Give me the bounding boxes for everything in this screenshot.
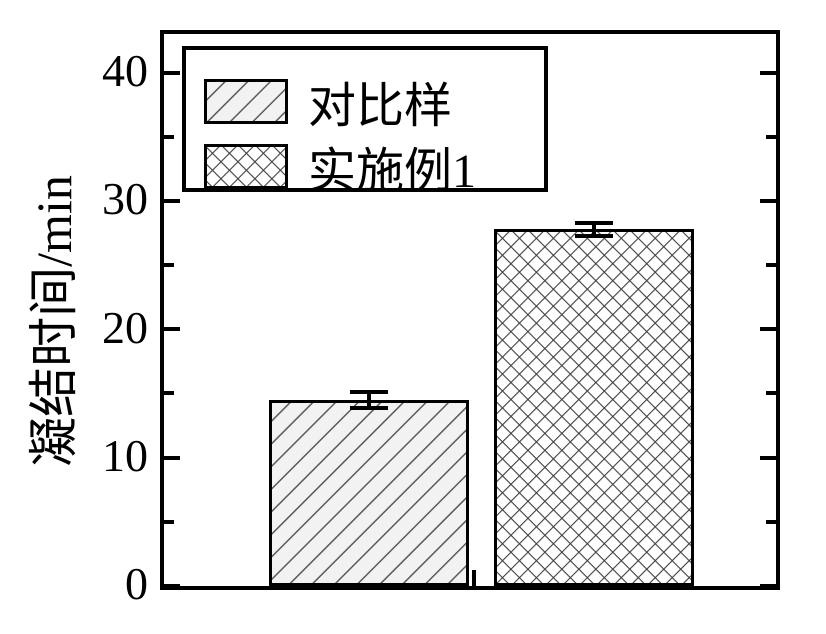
y-minor-tick <box>164 263 174 267</box>
y-minor-tick <box>766 391 776 395</box>
y-tick <box>164 327 180 331</box>
legend: 对比样实施例1 <box>182 46 548 192</box>
error-bar-cap-bottom <box>350 406 388 410</box>
y-tick-label: 20 <box>58 301 148 354</box>
y-tick <box>760 199 776 203</box>
y-tick-label: 30 <box>58 172 148 225</box>
legend-swatch <box>204 79 288 124</box>
y-minor-tick <box>164 135 174 139</box>
y-tick <box>164 456 180 460</box>
y-minor-tick <box>766 135 776 139</box>
error-bar-cap-top <box>575 221 613 225</box>
y-minor-tick <box>164 391 174 395</box>
legend-label: 实施例1 <box>308 131 476 201</box>
y-tick-label: 10 <box>58 429 148 482</box>
error-bar-cap-bottom <box>575 234 613 238</box>
y-tick <box>760 456 776 460</box>
error-bar-cap-top <box>350 390 388 394</box>
y-tick <box>164 71 180 75</box>
legend-example1: 实施例1 <box>204 131 476 201</box>
chart-stage: 凝结时间/min 对比样实施例1 010203040 <box>0 0 826 634</box>
legend-label: 对比样 <box>308 66 452 136</box>
y-minor-tick <box>766 520 776 524</box>
x-tick <box>472 570 476 586</box>
y-tick <box>760 71 776 75</box>
bar-control <box>269 400 469 586</box>
legend-swatch <box>204 144 288 189</box>
y-tick-label: 0 <box>58 557 148 610</box>
y-tick <box>164 199 180 203</box>
y-minor-tick <box>766 263 776 267</box>
y-tick <box>760 327 776 331</box>
y-tick <box>760 584 776 588</box>
y-tick <box>164 584 180 588</box>
y-minor-tick <box>164 520 174 524</box>
y-tick-label: 40 <box>58 44 148 97</box>
legend-control: 对比样 <box>204 66 452 136</box>
bar-example1 <box>494 229 694 586</box>
